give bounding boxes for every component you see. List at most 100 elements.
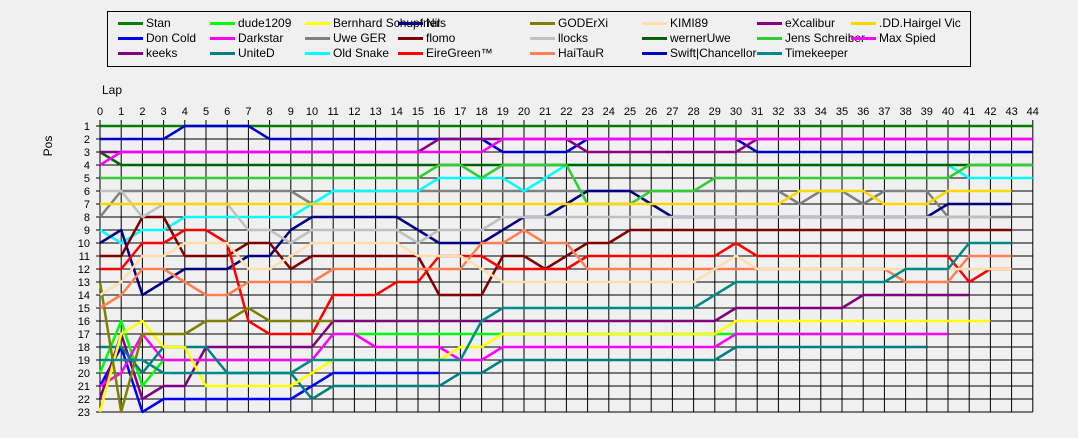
series-line	[100, 215, 1012, 297]
y-tick-label: 17	[78, 329, 90, 341]
legend-label: eXcalibur	[785, 16, 836, 30]
legend: Stan Don Cold keeks dude1209 Darkstar UniteD B…	[107, 11, 971, 67]
legend-swatch	[118, 37, 143, 40]
y-tick-label: 16	[78, 316, 90, 328]
x-tick-label: 11	[327, 106, 338, 118]
legend-label: wernerUwe	[670, 31, 731, 45]
legend-swatch	[305, 52, 330, 55]
legend-swatch	[642, 52, 667, 55]
x-tick-label: 12	[348, 106, 360, 118]
x-tick-label: 20	[518, 106, 530, 118]
legend-label: Jens Schreiber	[785, 31, 866, 45]
axis-ticks: 0 1 2 3 4 5 6 7 8 9 10 11 12 13 14 15 16 17 18 19 20 21 22 23 24…	[78, 106, 1039, 419]
x-tick-label: 30	[730, 106, 742, 118]
legend-swatch	[118, 22, 143, 25]
x-tick-label: 13	[369, 106, 381, 118]
legend-swatch	[757, 37, 782, 40]
series-line	[100, 241, 1012, 375]
legend-swatch	[305, 37, 330, 40]
x-tick-label: 31	[751, 106, 763, 118]
legend-label: keeks	[146, 46, 178, 60]
y-tick-label: 1	[84, 121, 90, 133]
legend-swatch	[530, 22, 555, 25]
series-line	[100, 189, 1012, 206]
legend-swatch	[398, 52, 423, 55]
x-tick-label: 42	[984, 106, 996, 118]
x-tick-label: 16	[433, 106, 445, 118]
x-tick-label: 5	[203, 106, 209, 118]
x-axis-label: Lap	[102, 83, 122, 97]
legend-swatch	[210, 22, 235, 25]
x-tick-label: 14	[391, 106, 403, 118]
y-tick-label: 11	[79, 251, 90, 263]
series-line	[100, 124, 1033, 154]
legend-label: Max Spied	[879, 31, 936, 45]
legend-label: EireGreen™	[426, 46, 493, 60]
x-tick-label: 19	[497, 106, 509, 118]
legend-label: Old Snake	[333, 46, 390, 60]
legend-swatch	[398, 37, 423, 40]
x-tick-label: 44	[1027, 106, 1039, 118]
y-tick-label: 14	[78, 290, 90, 302]
y-tick-label: 4	[84, 160, 90, 172]
x-tick-label: 37	[878, 106, 890, 118]
x-tick-label: 28	[687, 106, 699, 118]
legend-swatch	[851, 37, 876, 40]
x-tick-label: 2	[139, 106, 145, 118]
legend-swatch	[210, 52, 235, 55]
x-tick-label: 36	[857, 106, 869, 118]
legend-label: GODErXi	[558, 16, 609, 30]
x-tick-label: 6	[224, 106, 230, 118]
y-tick-label: 21	[78, 381, 90, 393]
y-tick-label: 10	[78, 238, 90, 250]
legend-swatch	[530, 52, 555, 55]
series-line	[98, 345, 440, 414]
series-line	[98, 293, 970, 401]
x-tick-label: 26	[645, 106, 657, 118]
x-tick-label: 17	[454, 106, 466, 118]
legend-label: Stan	[146, 16, 171, 30]
y-tick-label: 2	[84, 134, 90, 146]
legend-label: KIMI89	[670, 16, 709, 30]
legend-label: Darkstar	[238, 31, 284, 45]
legend-swatch	[305, 22, 330, 25]
series-line	[98, 281, 334, 414]
legend-label: Uwe GER	[333, 31, 387, 45]
y-tick-label: 23	[78, 407, 90, 419]
x-tick-label: 18	[475, 106, 487, 118]
series-line	[100, 163, 1033, 206]
x-tick-label: 35	[836, 106, 848, 118]
legend-label: Nils	[426, 16, 446, 30]
x-tick-label: 3	[161, 106, 167, 118]
y-tick-label: 20	[78, 368, 90, 380]
x-tick-label: 9	[288, 106, 294, 118]
legend-swatch	[118, 52, 143, 55]
y-tick-label: 7	[84, 199, 90, 211]
y-tick-label: 3	[84, 147, 90, 159]
legend-label: flomo	[426, 31, 456, 45]
legend-label: Swift|Chancellor	[670, 46, 757, 60]
x-tick-label: 21	[539, 106, 551, 118]
y-tick-label: 6	[84, 186, 90, 198]
x-tick-label: 24	[603, 106, 615, 118]
y-tick-label: 19	[78, 355, 90, 367]
x-tick-label: 32	[772, 106, 784, 118]
series-line	[98, 319, 991, 413]
x-tick-label: 29	[709, 106, 721, 118]
x-tick-label: 34	[815, 106, 827, 118]
legend-swatch	[757, 52, 782, 55]
series-line	[100, 228, 1012, 336]
x-tick-label: 27	[666, 106, 678, 118]
legend-label: HaiTauR	[558, 46, 605, 60]
y-axis-label: Pos	[41, 136, 55, 157]
series-lines	[98, 124, 1033, 414]
series-line	[99, 332, 948, 388]
x-tick-label: 38	[899, 106, 911, 118]
legend-swatch	[398, 22, 423, 25]
x-tick-label: 8	[267, 106, 273, 118]
legend-swatch	[851, 22, 876, 25]
legend-label: dude1209	[238, 16, 292, 30]
legend-label: Timekeeper	[785, 46, 848, 60]
x-tick-label: 0	[97, 106, 103, 118]
y-tick-label: 9	[84, 225, 90, 237]
